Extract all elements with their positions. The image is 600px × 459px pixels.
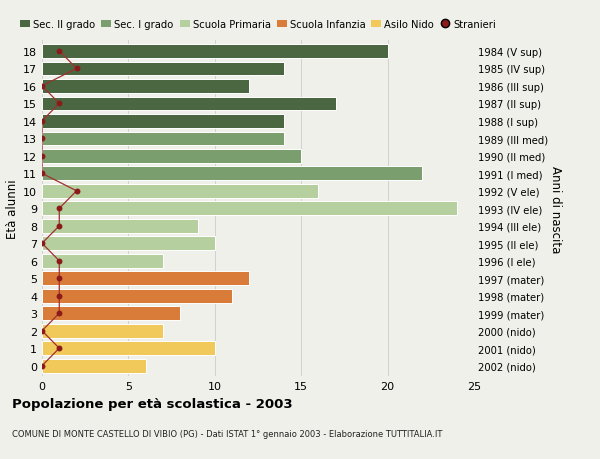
Bar [42, 237, 215, 251]
Point [37, 240, 47, 247]
Bar [42, 359, 146, 373]
Bar [42, 80, 250, 94]
Point [55, 48, 64, 56]
Point [37, 135, 47, 143]
Point [37, 327, 47, 335]
Y-axis label: Età alunni: Età alunni [6, 179, 19, 239]
Bar [42, 219, 197, 233]
Bar [42, 167, 422, 181]
Bar [42, 150, 301, 163]
Bar [42, 254, 163, 268]
Text: Popolazione per età scolastica - 2003: Popolazione per età scolastica - 2003 [12, 397, 293, 410]
Bar [42, 307, 180, 320]
Y-axis label: Anni di nascita: Anni di nascita [549, 165, 562, 252]
Bar [42, 185, 319, 198]
Point [55, 205, 64, 213]
Bar [42, 45, 388, 59]
Point [55, 101, 64, 108]
Point [37, 153, 47, 160]
Text: COMUNE DI MONTE CASTELLO DI VIBIO (PG) - Dati ISTAT 1° gennaio 2003 - Elaborazio: COMUNE DI MONTE CASTELLO DI VIBIO (PG) -… [12, 429, 442, 438]
Point [37, 170, 47, 178]
Bar [42, 132, 284, 146]
Bar [42, 341, 215, 355]
Point [37, 118, 47, 125]
Point [55, 275, 64, 282]
Bar [42, 202, 457, 216]
Legend: Sec. II grado, Sec. I grado, Scuola Primaria, Scuola Infanzia, Asilo Nido, Stran: Sec. II grado, Sec. I grado, Scuola Prim… [20, 20, 496, 30]
Point [55, 223, 64, 230]
Bar [42, 115, 284, 129]
Point [55, 292, 64, 300]
Point [72, 66, 82, 73]
Point [55, 257, 64, 265]
Bar [42, 62, 284, 76]
Bar [42, 324, 163, 338]
Point [37, 362, 47, 369]
Bar [42, 289, 232, 303]
Point [55, 310, 64, 317]
Bar [42, 272, 250, 285]
Bar [42, 97, 336, 111]
Point [37, 83, 47, 90]
Point [55, 345, 64, 352]
Point [72, 188, 82, 195]
